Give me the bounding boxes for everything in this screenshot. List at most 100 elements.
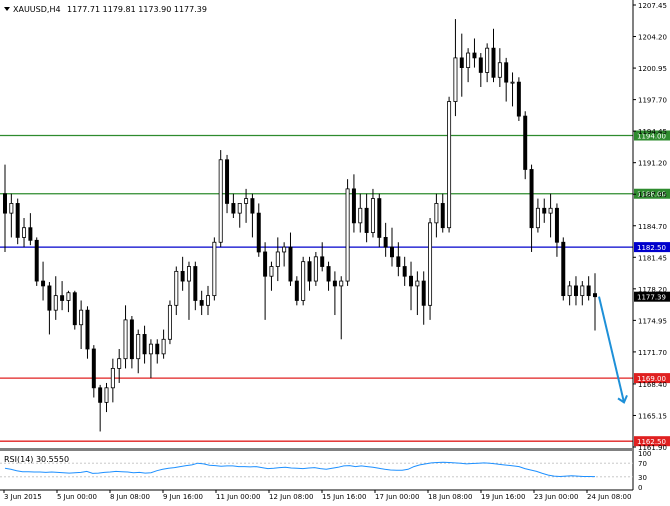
panel-separator	[0, 448, 633, 451]
candle-body-bull	[66, 292, 71, 301]
candle-body-bull	[186, 266, 191, 282]
candle-body-bear	[85, 309, 90, 350]
price-tick-label: 1178.20	[638, 286, 667, 294]
time-tick-label: 8 Jun 08:00	[110, 493, 150, 501]
dropdown-triangle-icon[interactable]	[4, 7, 10, 11]
rsi-tick-label: 0	[638, 484, 642, 492]
projection-arrow-line	[598, 296, 625, 403]
time-tick-label: 11 Jun 00:00	[216, 493, 260, 501]
candle-body-bear	[529, 169, 534, 229]
candle-body-bull	[275, 251, 280, 267]
candle-body-bear	[491, 47, 496, 78]
time-tick-label: 18 Jun 08:00	[428, 493, 472, 501]
candle-body-bear	[199, 300, 204, 306]
candle-body-bear	[231, 203, 236, 214]
candle-body-bull	[104, 387, 109, 403]
level-tag	[634, 188, 670, 199]
candle-body-bear	[440, 203, 445, 229]
candle-body-bull	[148, 343, 153, 355]
candle-body-bull	[535, 207, 540, 229]
candle-body-bull	[269, 266, 274, 277]
candle-body-bull	[345, 188, 350, 282]
time-tick-label: 5 Jun 00:00	[57, 493, 97, 501]
rsi-line	[4, 461, 596, 478]
candle-body-bull	[370, 198, 375, 233]
price-tick-label: 1165.15	[638, 412, 667, 420]
candle-body-bull	[218, 159, 223, 243]
candle-body-bull	[466, 52, 471, 68]
price-tick-label: 1204.20	[638, 34, 667, 42]
candle-body-bear	[542, 207, 547, 214]
level-tag-label: 1188.00	[637, 191, 666, 199]
price-tick-label: 1161.90	[638, 444, 667, 452]
candle-body-bear	[478, 57, 483, 73]
candle-body-bull	[237, 203, 242, 214]
candle-body-bear	[409, 275, 414, 287]
candle-body-bull	[415, 280, 420, 287]
time-tick-label: 19 Jun 16:00	[481, 493, 525, 501]
candle-body-bear	[98, 387, 103, 403]
candle-body-bear	[459, 57, 464, 68]
price-tick-label: 1207.45	[638, 2, 667, 10]
rsi-tick-label: 70	[638, 460, 647, 468]
time-tick-label: 17 Jun 00:00	[375, 493, 419, 501]
candle-body-bear	[142, 334, 147, 355]
candle-body-bull	[339, 280, 344, 287]
time-tick-label: 3 Jun 2015	[4, 493, 42, 501]
candle-body-bear	[554, 207, 559, 243]
candle-body-bear	[3, 193, 7, 214]
candle-body-bear	[504, 62, 509, 83]
rsi-tick-label: 100	[638, 450, 651, 458]
level-tag	[634, 436, 670, 447]
candle-body-bear	[193, 266, 198, 301]
candle-body-bull	[110, 368, 115, 389]
candle-body-bull	[206, 295, 210, 306]
candle-body-bull	[313, 256, 318, 282]
candle-body-bear	[129, 319, 134, 360]
price-tick-label: 1200.95	[638, 65, 667, 73]
level-tag	[634, 373, 670, 384]
candle-body-bear	[180, 270, 185, 282]
candle-body-bear	[332, 280, 337, 287]
candle-body-bull	[358, 207, 363, 224]
candle-body-bull	[548, 207, 553, 214]
candle-body-bear	[573, 285, 578, 297]
candle-body-bear	[28, 227, 33, 241]
time-tick-label: 15 Jun 16:00	[322, 493, 366, 501]
candle-body-bear	[256, 212, 261, 253]
level-tag	[634, 242, 670, 253]
candle-body-bull	[244, 198, 249, 204]
candle-body-bear	[586, 285, 591, 297]
candle-body-bull	[136, 334, 141, 360]
time-tick-label: 23 Jun 00:00	[534, 493, 578, 501]
price-tick-label: 1197.70	[638, 97, 667, 105]
candle-body-bear	[593, 293, 597, 298]
candle-body-bull	[428, 222, 433, 306]
candle-body-bull	[167, 304, 172, 340]
current-price-label: 1177.39	[637, 294, 666, 302]
candle-body-bear	[91, 348, 96, 389]
candle-body-bear	[294, 280, 299, 301]
candle-body-bear	[155, 343, 160, 355]
price-tick-label: 1194.45	[638, 128, 667, 136]
candle-body-bull	[447, 101, 452, 229]
candle-body-bull	[174, 270, 179, 306]
ohlc-values: 1177.71 1179.81 1173.90 1177.39	[67, 5, 207, 14]
candle-body-bear	[225, 159, 230, 204]
candle-body-bear	[383, 237, 388, 248]
candle-body-bull	[485, 47, 490, 73]
candle-body-bull	[497, 62, 502, 78]
price-tick-label: 1184.70	[638, 223, 667, 231]
price-tick-label: 1168.40	[638, 381, 667, 389]
candle-body-bear	[250, 198, 255, 214]
candle-body-bear	[34, 239, 39, 282]
price-tick-label: 1191.20	[638, 160, 667, 168]
time-tick-label: 12 Jun 08:00	[269, 493, 313, 501]
candle-body-bear	[364, 207, 369, 233]
candle-body-bull	[117, 358, 122, 369]
candle-body-bull	[510, 81, 515, 84]
candle-body-bear	[390, 246, 394, 258]
